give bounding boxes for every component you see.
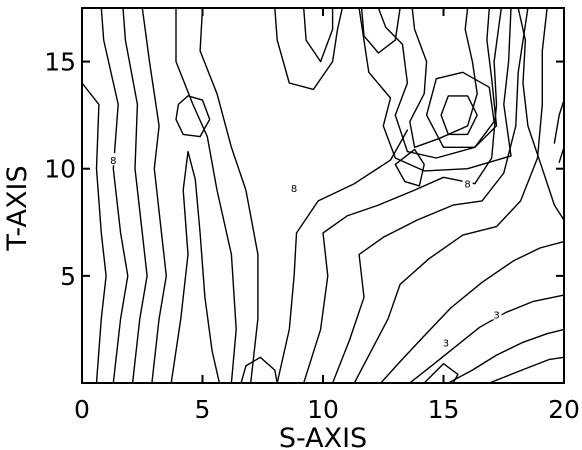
y-tick-label: 5 xyxy=(60,262,76,291)
axis-ticks: 0 5 10 15 20 5 10 15 xyxy=(44,8,580,424)
contour-line-20 xyxy=(360,7,401,54)
x-tick-label: 5 xyxy=(195,395,211,424)
contour-label-bg xyxy=(108,153,119,166)
plot-frame xyxy=(81,7,565,384)
contour-line-19 xyxy=(303,7,334,63)
x-tick-label: 0 xyxy=(74,395,90,424)
y-tick-label: 10 xyxy=(44,155,76,184)
y-axis-title: T-AXIS xyxy=(2,165,33,251)
contour-level-label: 8 xyxy=(110,156,116,167)
x-tick-label: 10 xyxy=(307,395,339,424)
contour-line-25 xyxy=(440,95,478,136)
x-axis-title: S-AXIS xyxy=(279,423,367,450)
contour-labels: 8 8 8 3 3 xyxy=(108,153,502,349)
contour-label-bg xyxy=(491,307,502,320)
contour-line-26 xyxy=(425,71,495,149)
contour-line-6 xyxy=(175,7,237,384)
contour-line-10 xyxy=(331,7,529,384)
contour-level-label: 3 xyxy=(493,310,499,321)
contour-line-4 xyxy=(141,7,168,384)
contour-level-label: 8 xyxy=(291,184,297,195)
y-tick-label: 15 xyxy=(44,48,76,77)
x-tick-label: 20 xyxy=(548,395,580,424)
contour-line-24 xyxy=(175,95,211,138)
contour-line-17 xyxy=(240,356,278,384)
contour-line-22 xyxy=(377,7,498,159)
contour-level-label: 8 xyxy=(464,180,470,191)
contour-line-11 xyxy=(353,7,548,384)
contour-lines xyxy=(81,7,565,384)
contour-line-21 xyxy=(409,7,478,149)
contour-level-label: 3 xyxy=(443,338,449,349)
contour-line-7 xyxy=(199,7,259,384)
contour-line-12 xyxy=(380,240,565,384)
contour-line-1 xyxy=(81,82,107,384)
contour-line-9 xyxy=(303,7,502,384)
contour-line-3 xyxy=(122,7,148,384)
contour-line-15 xyxy=(488,356,565,384)
x-tick-label: 15 xyxy=(428,395,460,424)
contour-line-16 xyxy=(517,7,565,221)
contour-label-bg xyxy=(462,176,473,189)
contour-line-2 xyxy=(100,7,129,384)
contour-line-8 xyxy=(276,129,409,384)
contour-line-14 xyxy=(447,328,565,384)
contour-line-13 xyxy=(409,294,565,384)
contour-line-5 xyxy=(170,150,221,384)
contour-label-bg xyxy=(289,181,300,193)
contour-line-23 xyxy=(358,7,512,172)
contour-line-29 xyxy=(553,99,565,144)
contour-line-27 xyxy=(394,148,425,187)
contour-label-bg xyxy=(440,335,451,348)
contour-line-18 xyxy=(274,7,343,91)
